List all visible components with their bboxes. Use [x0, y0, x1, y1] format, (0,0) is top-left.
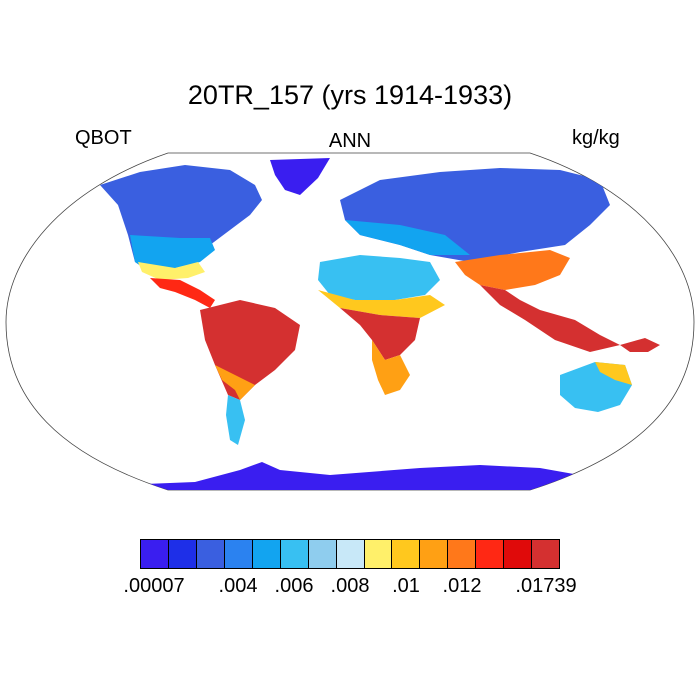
variable-label: QBOT	[75, 127, 132, 149]
colorbar-swatch	[196, 540, 225, 568]
colorbar-tick-label: .01739	[515, 575, 577, 597]
colorbar-swatch	[364, 540, 393, 568]
colorbar-labels: .00007 .004 .006 .008 .01 .012 .01739	[0, 575, 700, 601]
antarctica	[130, 462, 600, 490]
colorbar-swatch	[224, 540, 253, 568]
colorbar-swatch	[504, 540, 533, 568]
colorbar-swatch	[336, 540, 365, 568]
map-title: 20TR_157 (yrs 1914-1933)	[187, 80, 513, 110]
colorbar-swatch	[532, 540, 560, 568]
colorbar-tick-label: .006	[274, 575, 314, 597]
colorbar-tick-label: .004	[218, 575, 258, 597]
colorbar-swatch	[280, 540, 309, 568]
colorbar-swatch	[448, 540, 477, 568]
colorbar-tick-label: .00007	[123, 575, 185, 597]
colorbar	[140, 539, 560, 569]
colorbar-swatch	[476, 540, 505, 568]
colorbar-tick-label: .012	[442, 575, 482, 597]
period-label: ANN	[328, 130, 372, 152]
africa	[318, 255, 440, 300]
central-america	[150, 278, 215, 308]
colorbar-swatch	[252, 540, 281, 568]
colorbar-swatch	[308, 540, 337, 568]
colorbar-swatch	[168, 540, 197, 568]
colorbar-swatch	[420, 540, 449, 568]
colorbar-swatch	[392, 540, 421, 568]
colorbar-swatch	[141, 540, 169, 568]
greenland	[270, 158, 330, 195]
units-label: kg/kg	[572, 127, 620, 149]
colorbar-tick-label: .008	[330, 575, 370, 597]
colorbar-tick-label: .01	[392, 575, 420, 597]
